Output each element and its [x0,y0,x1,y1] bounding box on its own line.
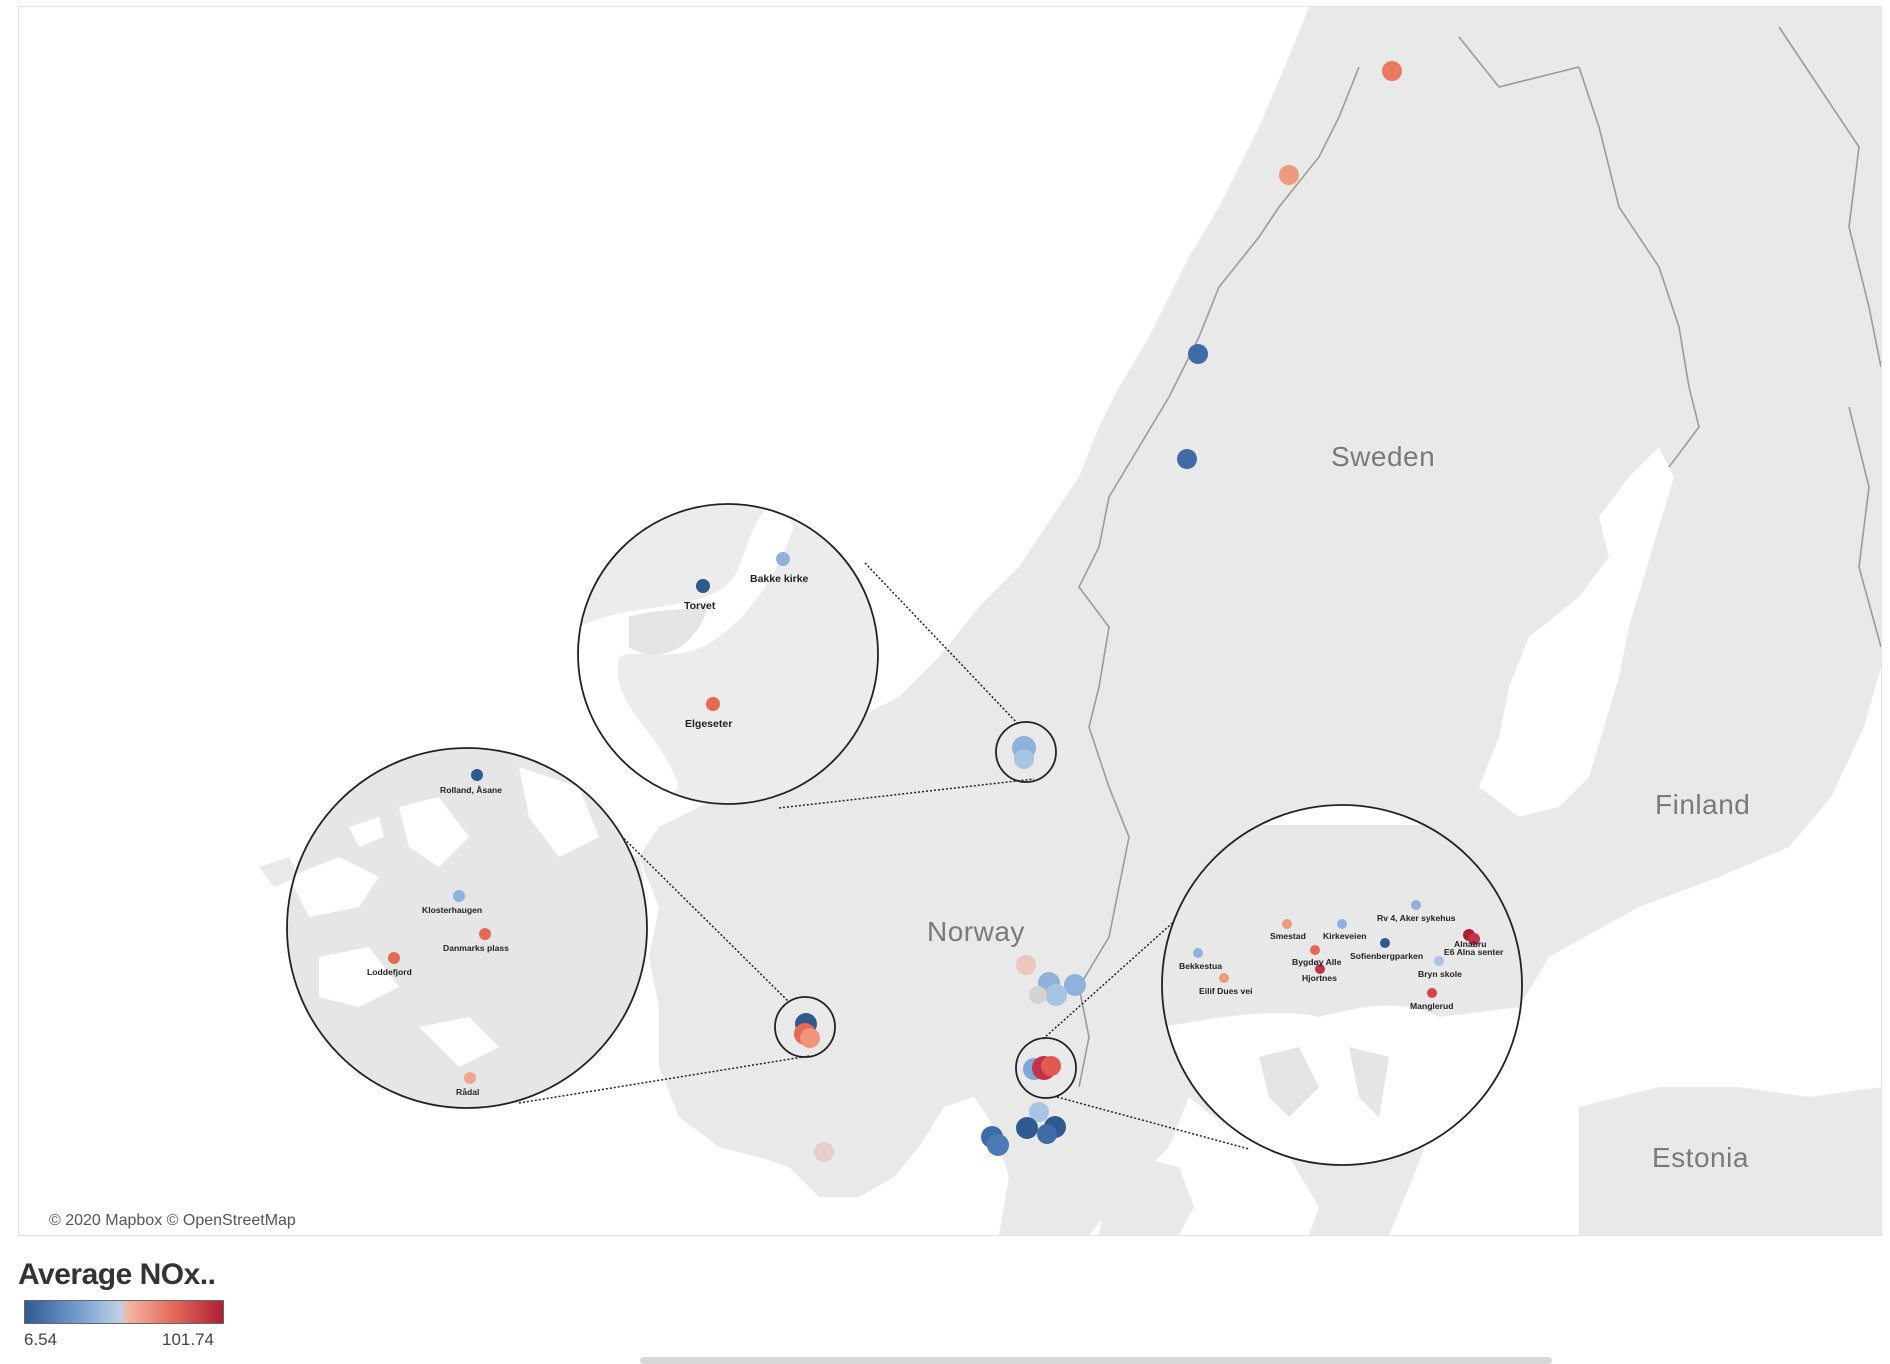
map-marker-icon[interactable] [1029,986,1047,1004]
zoom-circle-trondheim[interactable] [995,721,1057,783]
map-marker-icon[interactable] [776,552,790,566]
map-canvas[interactable]: Sweden Finland Norway Estonia [18,6,1882,1236]
border-north [1458,36,1580,88]
map-marker-icon[interactable] [1380,938,1390,948]
station-label: Rådal [456,1087,479,1097]
station-label: Sofienbergparken [1350,951,1423,961]
map-marker-icon[interactable] [1016,955,1036,975]
station-label: Smestad [1270,931,1306,941]
map-marker-icon[interactable] [464,1072,476,1084]
map-marker-icon[interactable] [1219,973,1229,983]
station-label: Danmarks plass [443,943,509,953]
border-finland-russia [1778,26,1881,648]
inset-trondheim[interactable]: Bakke kirke Torvet Elgeseter [577,503,879,807]
map-marker-icon[interactable] [1411,900,1421,910]
map-marker-icon[interactable] [1014,749,1034,769]
station-label: Rolland, Åsane [440,785,502,795]
station-label: Elgeseter [685,718,732,730]
station-label: E6 Alna senter [1444,947,1504,957]
country-label-finland: Finland [1655,789,1750,820]
map-marker-icon[interactable] [1193,948,1203,958]
map-marker-icon[interactable] [1382,61,1402,81]
map-marker-icon[interactable] [1016,1117,1038,1139]
land-denmark [1099,1157,1194,1235]
map-marker-icon[interactable] [388,952,400,964]
map-marker-icon[interactable] [1468,933,1480,945]
map-marker-icon[interactable] [1037,1124,1057,1144]
station-label: Klosterhaugen [422,905,482,915]
map-marker-icon[interactable] [1279,165,1299,185]
map-marker-icon[interactable] [479,928,491,940]
station-label: Kirkeveien [1323,931,1366,941]
map-marker-icon[interactable] [1315,964,1325,974]
border-layer [1078,26,1881,1088]
land-layer [259,7,1881,1235]
inset-connectors [518,562,1250,1150]
station-label: Bygdøy Alle [1292,957,1342,967]
border-norway-sweden [1078,66,1360,1088]
map-marker-icon[interactable] [814,1142,834,1162]
map-marker-icon[interactable] [1310,945,1320,955]
station-label: Bekkestua [1179,961,1222,971]
station-label: Manglerud [1410,1001,1453,1011]
country-label-sweden: Sweden [1331,441,1435,472]
land-estonia [1579,1087,1881,1235]
map-marker-icon[interactable] [987,1134,1009,1156]
station-label: Hjortnes [1302,973,1337,983]
map-marker-icon[interactable] [1188,344,1208,364]
station-label: Rv 4, Aker sykehus [1377,913,1456,923]
map-marker-icon[interactable] [706,697,720,711]
map-marker-icon[interactable] [1029,1102,1049,1122]
map-marker-icon[interactable] [1337,919,1347,929]
gulf-of-bothnia [1479,447,1674,817]
station-label: Alnabru [1454,939,1486,949]
map-marker-icon[interactable] [471,769,483,781]
map-marker-icon[interactable] [696,579,710,593]
country-label-norway: Norway [927,916,1025,947]
legend-color-ramp [24,1300,224,1324]
legend-max-value: 101.74 [162,1330,214,1349]
map-marker-icon[interactable] [453,890,465,902]
map-marker-icon[interactable] [1177,449,1197,469]
zoom-circle-oslo[interactable] [1015,1037,1077,1099]
station-label: Bryn skole [1418,969,1462,979]
inset-bergen[interactable]: Rolland, Åsane Klosterhaugen Danmarks pl… [286,747,648,1109]
station-markers[interactable] [794,61,1402,1162]
map-svg[interactable]: Sweden Finland Norway Estonia [19,7,1881,1235]
legend-min-value: 6.54 [24,1330,58,1349]
land-mainland [639,7,1881,1235]
map-marker-icon[interactable] [800,1028,820,1048]
map-marker-icon[interactable] [1064,974,1086,996]
legend-title: Average NOx.. [18,1258,216,1291]
station-label: Eilif Dues vei [1199,986,1253,996]
map-marker-icon[interactable] [1282,919,1292,929]
horizontal-scrollbar[interactable] [640,1357,1552,1364]
map-marker-icon[interactable] [1041,1056,1061,1076]
station-label: Bakke kirke [750,573,809,585]
map-marker-icon[interactable] [1045,984,1067,1006]
inset-oslo[interactable]: Rv 4, Aker sykehus Smestad Kirkeveien Al… [1161,804,1523,1166]
map-attribution: © 2020 Mapbox © OpenStreetMap [49,1212,296,1229]
station-label: Torvet [684,600,716,612]
country-label-estonia: Estonia [1652,1142,1749,1173]
border-sweden-finland [1578,66,1700,468]
map-marker-icon[interactable] [1434,956,1444,966]
station-label: Loddefjord [367,967,412,977]
map-marker-icon[interactable] [1427,988,1437,998]
